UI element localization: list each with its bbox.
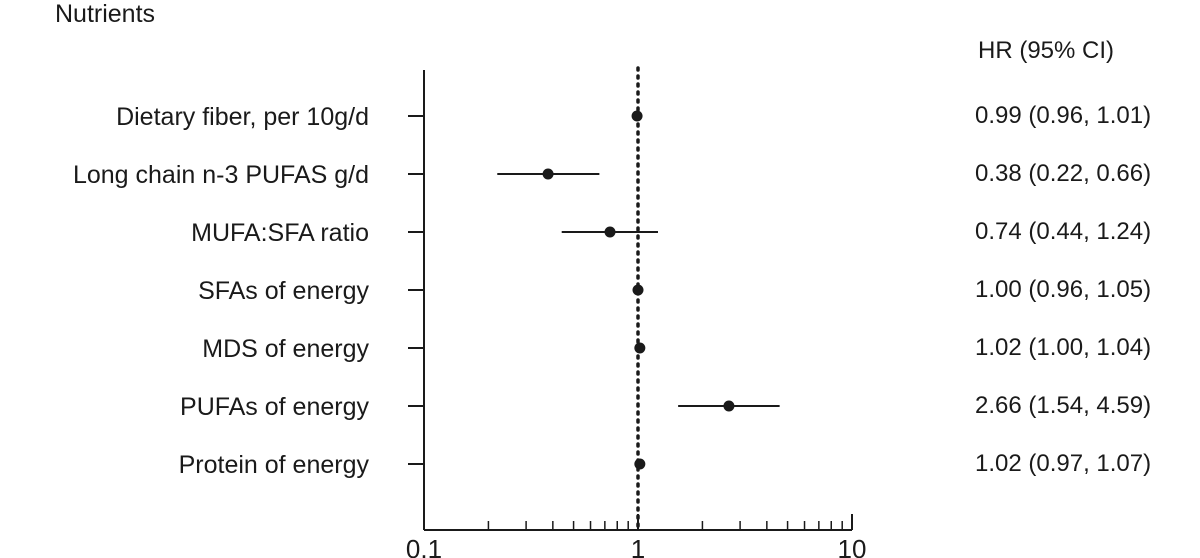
row-label: Protein of energy <box>179 451 370 479</box>
hr-value-label: 1.02 (0.97, 1.07) <box>975 450 1151 477</box>
hr-point <box>542 168 554 180</box>
hr-point <box>723 400 735 412</box>
hr-point <box>634 342 646 354</box>
hr-point <box>604 226 616 238</box>
hr-point <box>632 284 644 296</box>
row-label: SFAs of energy <box>198 277 369 305</box>
row-label: MDS of energy <box>202 335 369 363</box>
row-label: Dietary fiber, per 10g/d <box>116 103 369 131</box>
hr-column-header: HR (95% CI) <box>978 37 1114 64</box>
hr-value-label: 1.02 (1.00, 1.04) <box>975 334 1151 361</box>
row-label: PUFAs of energy <box>180 393 369 421</box>
x-tick-label: 10 <box>838 534 867 558</box>
x-tick-label: 1 <box>631 534 645 558</box>
row-label: Long chain n-3 PUFAS g/d <box>73 161 369 189</box>
hr-value-label: 0.74 (0.44, 1.24) <box>975 218 1151 245</box>
hr-value-label: 0.99 (0.96, 1.01) <box>975 102 1151 129</box>
hr-value-label: 2.66 (1.54, 4.59) <box>975 392 1151 419</box>
hr-point <box>631 110 643 122</box>
hr-point <box>634 458 646 470</box>
hr-value-label: 0.38 (0.22, 0.66) <box>975 160 1151 187</box>
x-tick-label: 0.1 <box>406 534 442 558</box>
hr-value-label: 1.00 (0.96, 1.05) <box>975 276 1151 303</box>
chart-title: Nutrients <box>55 0 155 28</box>
row-label: MUFA:SFA ratio <box>191 219 369 247</box>
